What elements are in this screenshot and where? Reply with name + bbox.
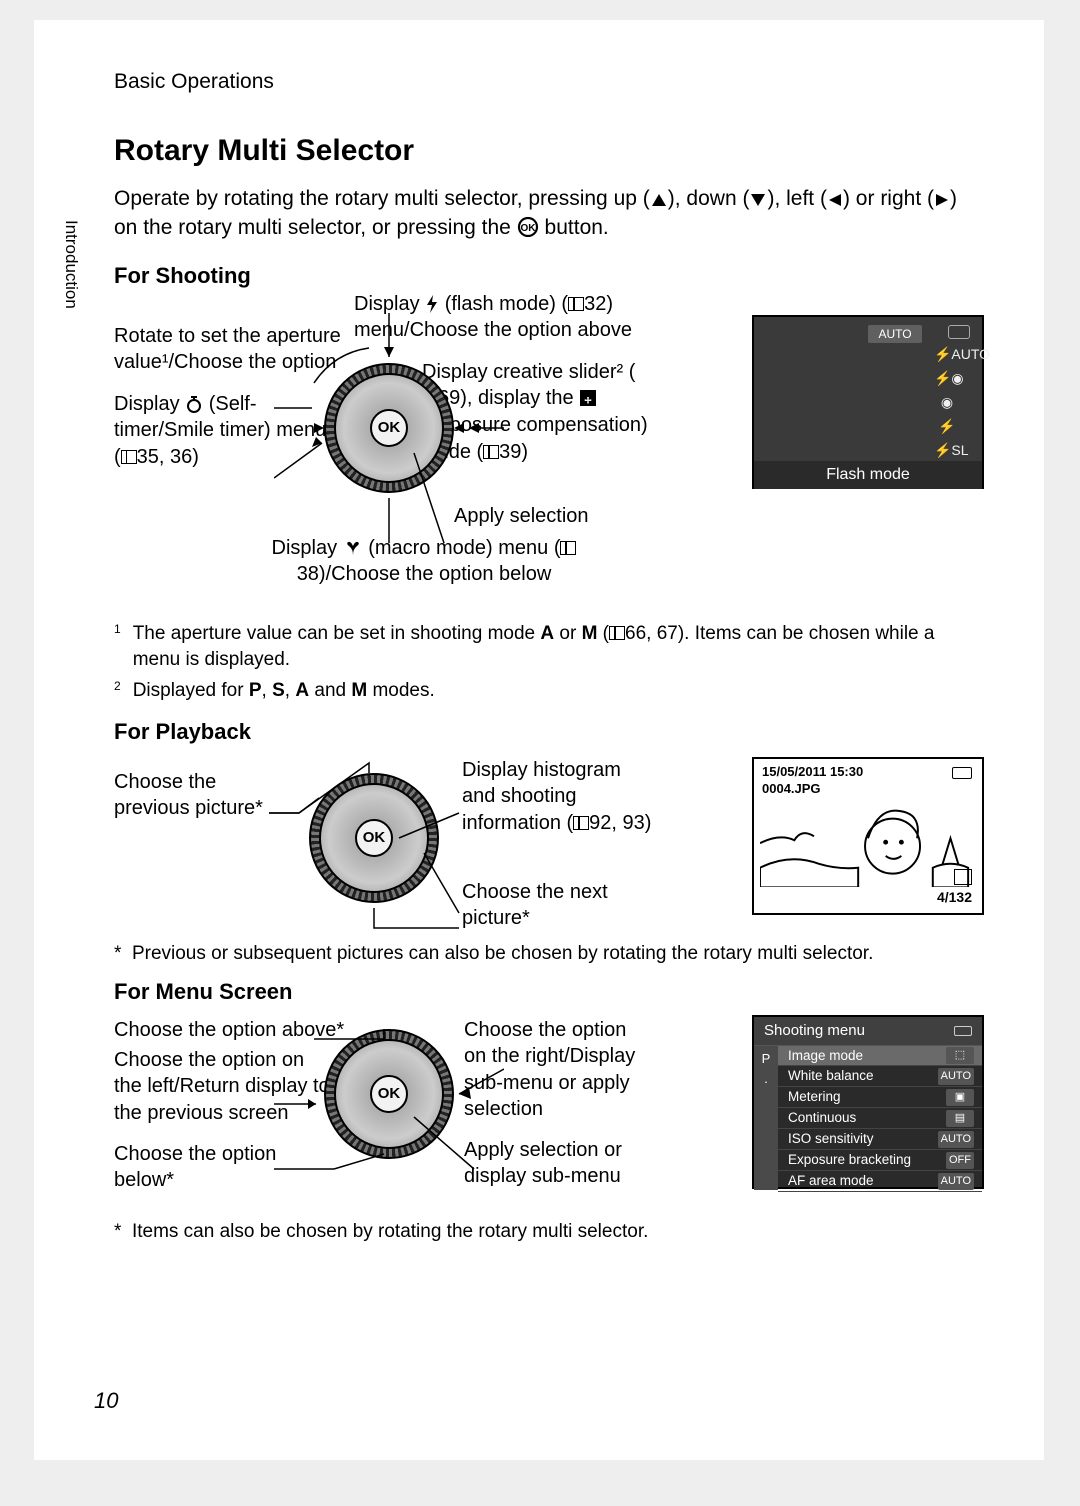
lcd-play-date: 15/05/2011 15:30 — [762, 763, 974, 780]
lcd-menu-row: Image mode ⬚ — [778, 1046, 982, 1067]
down-icon — [749, 192, 767, 208]
lcd-menu-item-value: AUTO — [938, 1068, 974, 1085]
breadcrumb: Basic Operations — [114, 70, 984, 94]
lcd-flash-panel: AUTO ⚡AUTO ⚡◉ ◉ ⚡ ⚡SL Flash mode — [752, 315, 984, 489]
intro-text: Operate by rotating the rotary multi sel… — [114, 184, 984, 243]
lcd-menu-item-label: Exposure bracketing — [788, 1151, 911, 1169]
playback-footnote: * Previous or subsequent pictures can al… — [114, 943, 984, 965]
lcd-menu-row: Exposure bracketing OFF — [778, 1150, 982, 1171]
lcd-menu-item-label: Image mode — [788, 1047, 863, 1065]
ref-icon — [121, 450, 137, 464]
ref-icon — [573, 816, 589, 830]
exposure-icon: ⧾ — [579, 389, 597, 407]
footnote-1: The aperture value can be set in shootin… — [133, 621, 984, 674]
left-icon — [827, 192, 843, 208]
flash-option: ◉ — [934, 393, 960, 413]
lcd-menu-panel: Shooting menu P · Image mode ⬚ White balan… — [752, 1015, 984, 1189]
lcd-menu-item-value: ▣ — [946, 1089, 974, 1106]
menu-heading: For Menu Screen — [114, 979, 984, 1005]
shooting-heading: For Shooting — [114, 263, 984, 289]
lcd-flash-options: ⚡AUTO ⚡◉ ◉ ⚡ ⚡SL — [934, 345, 960, 461]
intro-c: ), left ( — [767, 187, 827, 210]
ref-icon — [560, 541, 576, 555]
lcd-menu-mode: P — [762, 1050, 771, 1067]
lcd-menu-item-label: Continuous — [788, 1109, 856, 1127]
lcd-menu-sidebar: P · — [754, 1046, 778, 1190]
lcd-menu-list: Image mode ⬚ White balance AUTO Metering ▣ Con… — [778, 1046, 982, 1190]
lcd-battery-icon — [948, 325, 970, 339]
section-tab: Introduction — [61, 220, 81, 309]
lcd-menu-row: Continuous ▤ — [778, 1108, 982, 1129]
lcd-menu-item-label: White balance — [788, 1067, 874, 1085]
selftimer-icon — [185, 395, 203, 413]
lcd-play-thumbnail — [760, 799, 976, 887]
lcd-menu-item-value: AUTO — [938, 1173, 974, 1190]
rotary-arrows — [274, 313, 504, 543]
lcd-menu-item-label: AF area mode — [788, 1172, 874, 1190]
menu-section: Choose the option above* Choose the opti… — [114, 1013, 984, 1213]
callout-prev: Choose the previous picture* — [114, 769, 284, 822]
intro-b: ), down ( — [668, 187, 750, 210]
lcd-zoom-icon — [954, 869, 972, 885]
lcd-menu-item-label: Metering — [788, 1088, 841, 1106]
callout-histogram: Display histogram and shooting informati… — [462, 757, 652, 837]
lcd-play-counter: 4/132 — [937, 888, 972, 907]
lcd-battery-icon — [952, 767, 972, 779]
lcd-menu-row: White balance AUTO — [778, 1066, 982, 1087]
lcd-play-header: 15/05/2011 15:30 0004.JPG — [754, 759, 982, 802]
flash-option: ⚡◉ — [934, 369, 960, 389]
lcd-menu-item-value: OFF — [946, 1152, 974, 1169]
shooting-footnotes: 1 The aperture value can be set in shoot… — [114, 621, 984, 705]
ok-button-icon: OK — [517, 217, 539, 237]
lcd-menu-row: ISO sensitivity AUTO — [778, 1129, 982, 1150]
lcd-auto-badge: AUTO — [868, 325, 922, 343]
lcd-menu-title: Shooting menu — [754, 1017, 982, 1046]
lcd-menu-item-value: AUTO — [938, 1131, 974, 1148]
lcd-battery-icon — [954, 1026, 972, 1036]
intro-a: Operate by rotating the rotary multi sel… — [114, 187, 650, 210]
playback-heading: For Playback — [114, 719, 984, 745]
menu-footnote: * Items can also be chosen by rotating t… — [114, 1221, 984, 1243]
footnote-2: Displayed for P, S, A and M modes. — [133, 678, 435, 705]
manual-page: Introduction Basic Operations Rotary Mul… — [34, 20, 1044, 1460]
flash-option: ⚡AUTO — [934, 345, 960, 365]
flash-option: ⚡SL — [934, 441, 960, 461]
page-number: 10 — [94, 1388, 118, 1414]
shooting-section: Rotate to set the aperture value¹/Choose… — [114, 297, 984, 617]
svg-text:⧾: ⧾ — [585, 391, 592, 406]
right-icon — [934, 192, 950, 208]
callout-next: Choose the next picture* — [462, 879, 652, 932]
rotary-diagram-shooting: OK — [324, 363, 454, 493]
lcd-menu-side-dot: · — [764, 1073, 768, 1090]
lcd-menu-row: AF area mode AUTO — [778, 1171, 982, 1192]
svg-text:OK: OK — [520, 223, 536, 234]
lcd-menu-item-label: ISO sensitivity — [788, 1130, 874, 1148]
ref-icon — [568, 297, 584, 311]
lcd-menu-item-value: ▤ — [946, 1110, 974, 1127]
rotary-diagram-playback: OK — [309, 773, 439, 903]
playback-section: Choose the previous picture* Display his… — [114, 753, 984, 935]
up-icon — [650, 192, 668, 208]
flash-icon — [425, 294, 439, 314]
lcd-flash-label: Flash mode — [754, 461, 982, 489]
lcd-menu-row: Metering ▣ — [778, 1087, 982, 1108]
intro-f: button. — [539, 216, 609, 239]
rotary-arrows-menu — [274, 1009, 504, 1209]
rotary-diagram-menu: OK — [324, 1029, 454, 1159]
intro-d: ) or right ( — [843, 187, 934, 210]
lcd-play-filename: 0004.JPG — [762, 780, 974, 797]
lcd-menu-item-value: ⬚ — [946, 1047, 974, 1064]
ref-icon — [609, 626, 625, 640]
flash-option: ⚡ — [934, 417, 960, 437]
rotary-arrows-playback — [269, 753, 489, 943]
lcd-playback-panel: 15/05/2011 15:30 0004.JPG 4/132 — [752, 757, 984, 915]
page-title: Rotary Multi Selector — [114, 134, 984, 168]
